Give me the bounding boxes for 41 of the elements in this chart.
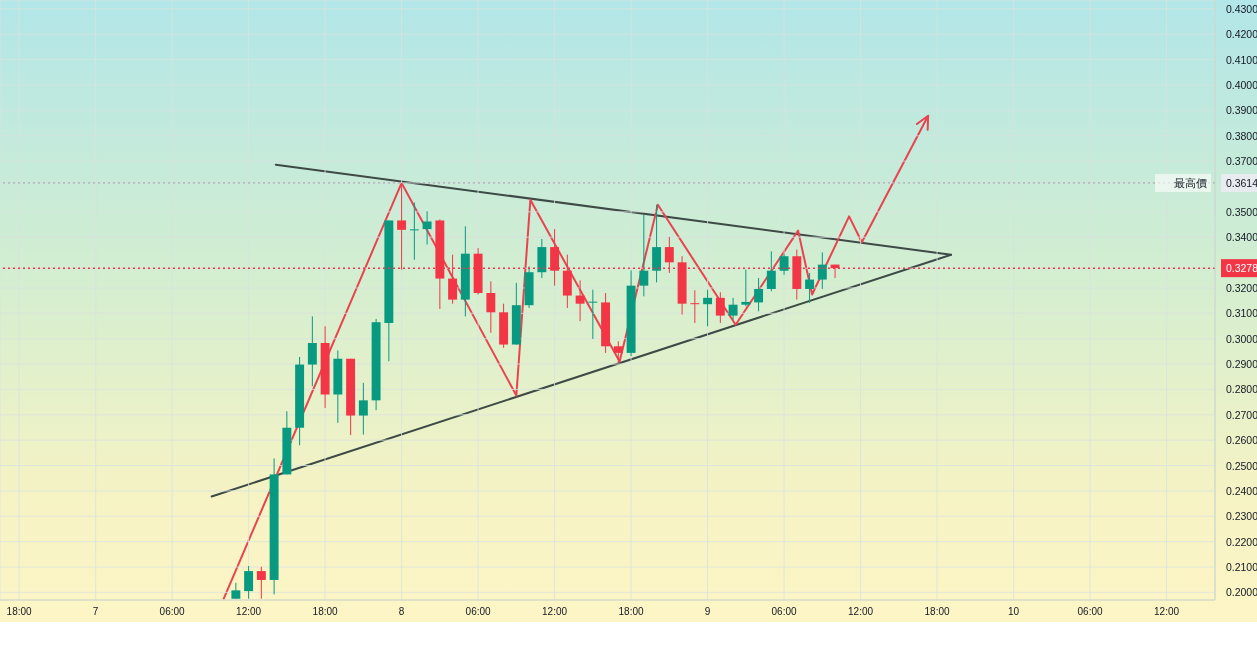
x-tick-label: 06:00 bbox=[465, 606, 492, 618]
y-tick-label: 0.3278 bbox=[1225, 262, 1257, 275]
y-tick-label: 0.3000 bbox=[1225, 332, 1257, 345]
x-tick-label: 12:00 bbox=[848, 606, 874, 618]
y-tick-label: 0.2600 bbox=[1225, 434, 1257, 447]
x-tick-label: 18:00 bbox=[312, 606, 339, 618]
x-tick-label: 12:00 bbox=[236, 606, 262, 618]
y-tick-label: 0.3900 bbox=[1225, 104, 1257, 117]
x-tick-label: 9 bbox=[704, 606, 711, 618]
y-tick-label: 0.3100 bbox=[1225, 307, 1257, 320]
ref-line-label: 最高價 bbox=[1174, 176, 1207, 190]
x-tick-label: 18:00 bbox=[924, 606, 951, 618]
y-tick-label: 0.3700 bbox=[1225, 155, 1257, 168]
y-tick-label: 0.3200 bbox=[1225, 281, 1257, 294]
x-tick-label: 18:00 bbox=[618, 606, 645, 618]
y-tick-label: 0.2500 bbox=[1225, 459, 1257, 472]
y-tick-label: 0.3800 bbox=[1225, 129, 1257, 142]
y-tick-label: 0.2000 bbox=[1225, 586, 1257, 599]
x-tick-label: 12:00 bbox=[1154, 606, 1180, 618]
y-tick-label: 0.2300 bbox=[1225, 510, 1257, 523]
x-tick-label: 06:00 bbox=[159, 606, 186, 618]
y-tick-label: 0.2400 bbox=[1225, 484, 1257, 497]
y-tick-label: 0.2100 bbox=[1225, 561, 1257, 574]
y-tick-label: 0.2800 bbox=[1225, 383, 1257, 396]
x-tick-label: 06:00 bbox=[1077, 606, 1104, 618]
x-tick-label: 10 bbox=[1008, 606, 1020, 618]
x-tick-label: 12:00 bbox=[542, 606, 568, 618]
x-tick-label: 18:00 bbox=[6, 606, 33, 618]
y-tick-label: 0.4200 bbox=[1225, 28, 1257, 41]
y-tick-label: 0.4100 bbox=[1225, 53, 1257, 66]
y-tick-label: 0.4000 bbox=[1225, 78, 1257, 91]
y-tick-label: 0.2700 bbox=[1225, 408, 1257, 421]
y-tick-label: 0.3400 bbox=[1225, 231, 1257, 244]
x-tick-label: 8 bbox=[398, 606, 405, 618]
x-tick-label: 06:00 bbox=[771, 606, 798, 618]
x-tick-label: 7 bbox=[92, 606, 99, 618]
y-tick-label: 0.4300 bbox=[1225, 2, 1257, 15]
y-tick-label: 0.2900 bbox=[1225, 358, 1257, 371]
y-tick-label: 0.3614 bbox=[1225, 176, 1257, 189]
y-tick-label: 0.2200 bbox=[1225, 535, 1257, 548]
y-tick-label: 0.3500 bbox=[1225, 205, 1257, 218]
